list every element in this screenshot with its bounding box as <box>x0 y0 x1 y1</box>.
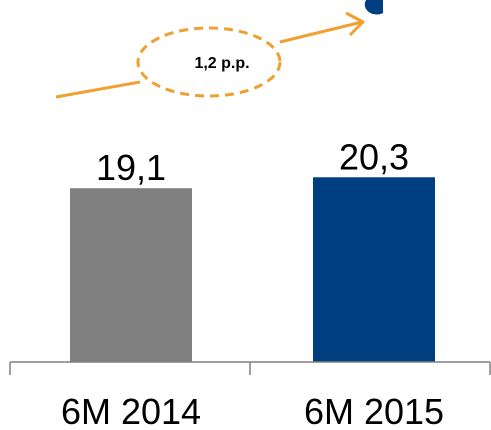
bar-2 <box>313 177 435 362</box>
annotation-label: 1,2 p.p. <box>194 55 249 72</box>
category-labels-group: 6M 2014 6M 2015 <box>61 391 444 430</box>
bar-value-label: 19,1 <box>96 147 166 188</box>
growth-annotation: 1,2 p.p. <box>55 0 383 99</box>
bars-group <box>70 177 435 362</box>
bar-value-label: 20,3 <box>339 136 409 177</box>
partial-circle-icon <box>364 0 383 15</box>
x-tick-label: 6M 2014 <box>61 391 201 430</box>
x-tick-label: 6M 2015 <box>304 391 444 430</box>
annotation-arrow-right-icon <box>279 11 365 44</box>
bar-1 <box>70 188 192 362</box>
annotation-ellipse <box>136 26 282 98</box>
annotation-arrow-left-icon <box>55 80 141 99</box>
value-labels-group: 19,1 20,3 <box>96 136 409 188</box>
